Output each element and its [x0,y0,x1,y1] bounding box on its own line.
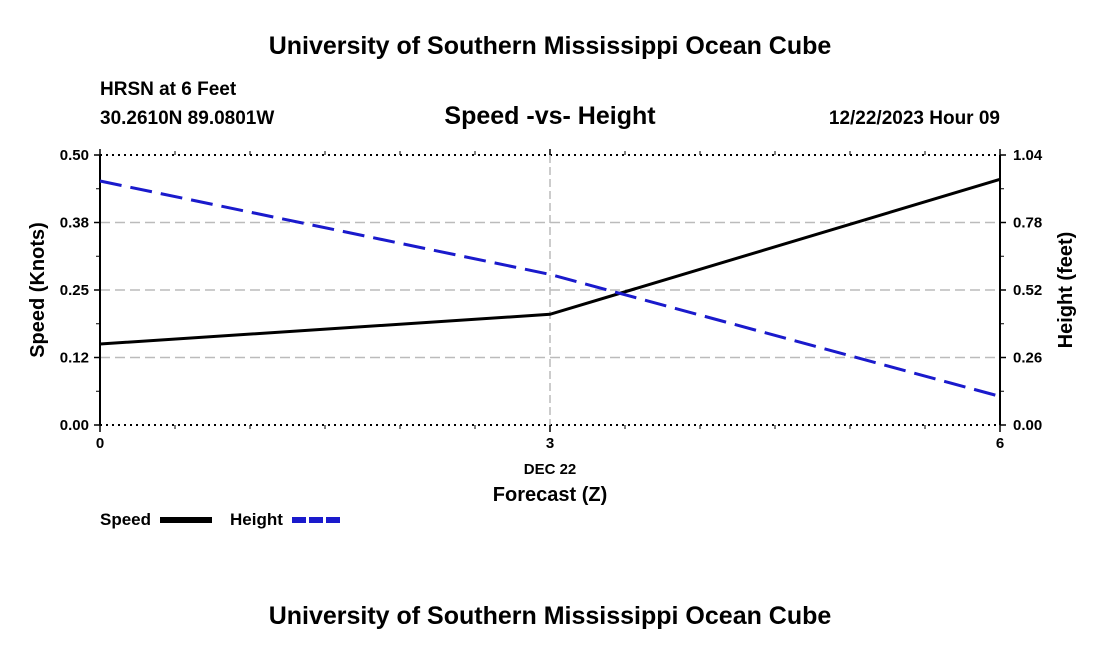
footer-title: University of Southern Mississippi Ocean… [269,602,832,630]
y-tick-label-left: 0.38 [60,215,89,232]
station-label: HRSN at 6 Feet [100,79,237,100]
grid-lines [100,154,1000,426]
x-date-label: DEC 22 [524,461,577,478]
x-tick-label: 6 [996,435,1004,452]
x-tick-label: 0 [96,435,104,452]
y-tick-label-left: 0.00 [60,417,89,434]
y-tick-label-left: 0.25 [60,282,89,299]
y-tick-label-right: 0.52 [1013,282,1042,299]
y-tick-label-right: 0.78 [1013,215,1042,232]
series-group [99,177,1001,398]
x-tick-label: 3 [546,435,554,452]
y-tick-label-right: 0.00 [1013,417,1042,434]
y-tick-label-right: 1.04 [1013,147,1043,164]
y-tick-label-left: 0.12 [60,350,89,367]
legend: Speed Height [100,510,342,529]
legend-height-label: Height [230,510,283,529]
series-line-speed [99,177,1001,346]
x-axis-label: Forecast (Z) [493,484,607,506]
y-axis-left-label: Speed (Knots) [27,222,49,358]
y-axis-right-label: Height (feet) [1055,232,1077,349]
axis-ticks: 0.00 0.00 0.12 0.26 0.25 0.52 0.38 0.78 0.50 1.04… [60,147,1043,452]
legend-speed-label: Speed [100,510,151,529]
chart-header-title: University of Southern Mississippi Ocean… [269,32,832,60]
y-tick-label-left: 0.50 [60,147,89,164]
y-tick-label-right: 0.26 [1013,350,1042,367]
chart-title: Speed -vs- Height [444,102,656,130]
coordinates-label: 30.2610N 89.0801W [100,108,274,129]
datetime-label: 12/22/2023 Hour 09 [829,108,1000,129]
